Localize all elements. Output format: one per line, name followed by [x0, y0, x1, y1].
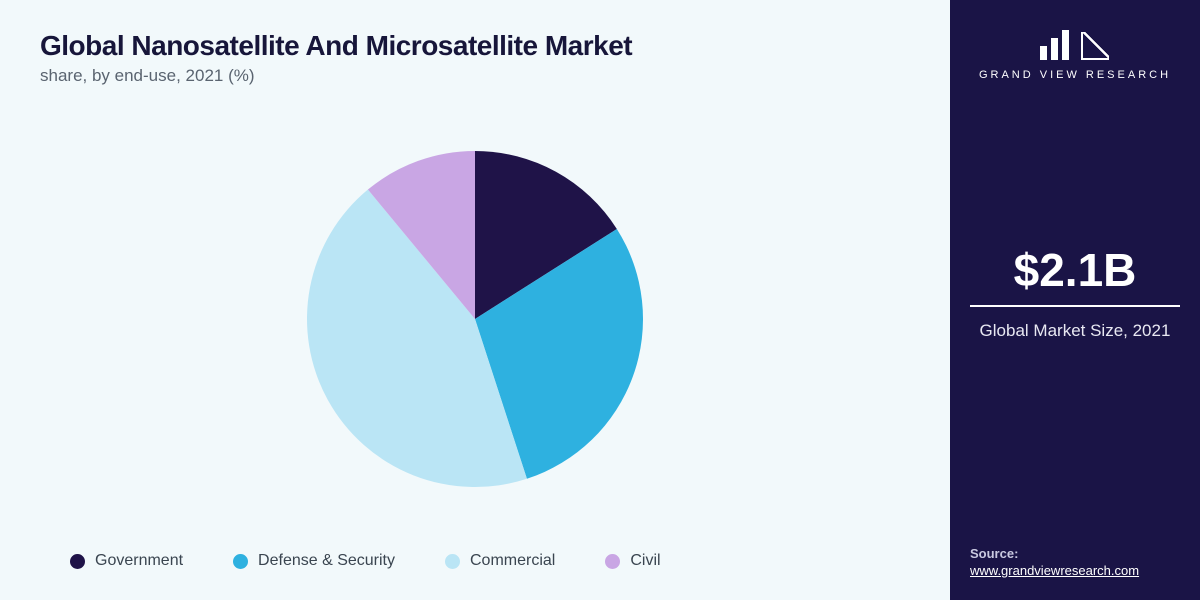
legend-item-defense-security: Defense & Security	[233, 552, 395, 570]
stat-divider	[970, 305, 1180, 307]
stat-label: Global Market Size, 2021	[970, 319, 1180, 343]
brand-logo: GRAND VIEW RESEARCH	[979, 30, 1171, 83]
legend-swatch-icon	[70, 554, 85, 569]
stat-value: $2.1B	[970, 243, 1180, 297]
chart-title: Global Nanosatellite And Microsatellite …	[40, 30, 910, 62]
legend-item-government: Government	[70, 552, 183, 570]
legend-swatch-icon	[233, 554, 248, 569]
pie-chart-container	[40, 96, 910, 542]
chart-subtitle: share, by end-use, 2021 (%)	[40, 66, 910, 86]
legend-label: Government	[95, 552, 183, 570]
brand-bar-icon	[1062, 30, 1069, 60]
title-block: Global Nanosatellite And Microsatellite …	[40, 30, 910, 86]
main-panel: Global Nanosatellite And Microsatellite …	[0, 0, 950, 600]
stat-block: $2.1B Global Market Size, 2021	[970, 243, 1180, 343]
brand-bar-icon	[1040, 46, 1047, 60]
legend-swatch-icon	[605, 554, 620, 569]
side-panel: GRAND VIEW RESEARCH $2.1B Global Market …	[950, 0, 1200, 600]
legend: Government Defense & Security Commercial Ci…	[40, 542, 910, 580]
source-label: Source:	[970, 546, 1180, 561]
brand-name: GRAND VIEW RESEARCH	[979, 68, 1171, 83]
brand-bar-icon	[1051, 38, 1058, 60]
source-url[interactable]: www.grandviewresearch.com	[970, 563, 1180, 578]
legend-label: Civil	[630, 552, 660, 570]
legend-label: Defense & Security	[258, 552, 395, 570]
legend-item-commercial: Commercial	[445, 552, 555, 570]
legend-item-civil: Civil	[605, 552, 660, 570]
brand-bars-icon	[1040, 30, 1069, 60]
legend-label: Commercial	[470, 552, 555, 570]
legend-swatch-icon	[445, 554, 460, 569]
brand-line-icon	[1081, 32, 1109, 60]
pie-chart	[305, 149, 645, 489]
source-block: Source: www.grandviewresearch.com	[970, 546, 1180, 578]
